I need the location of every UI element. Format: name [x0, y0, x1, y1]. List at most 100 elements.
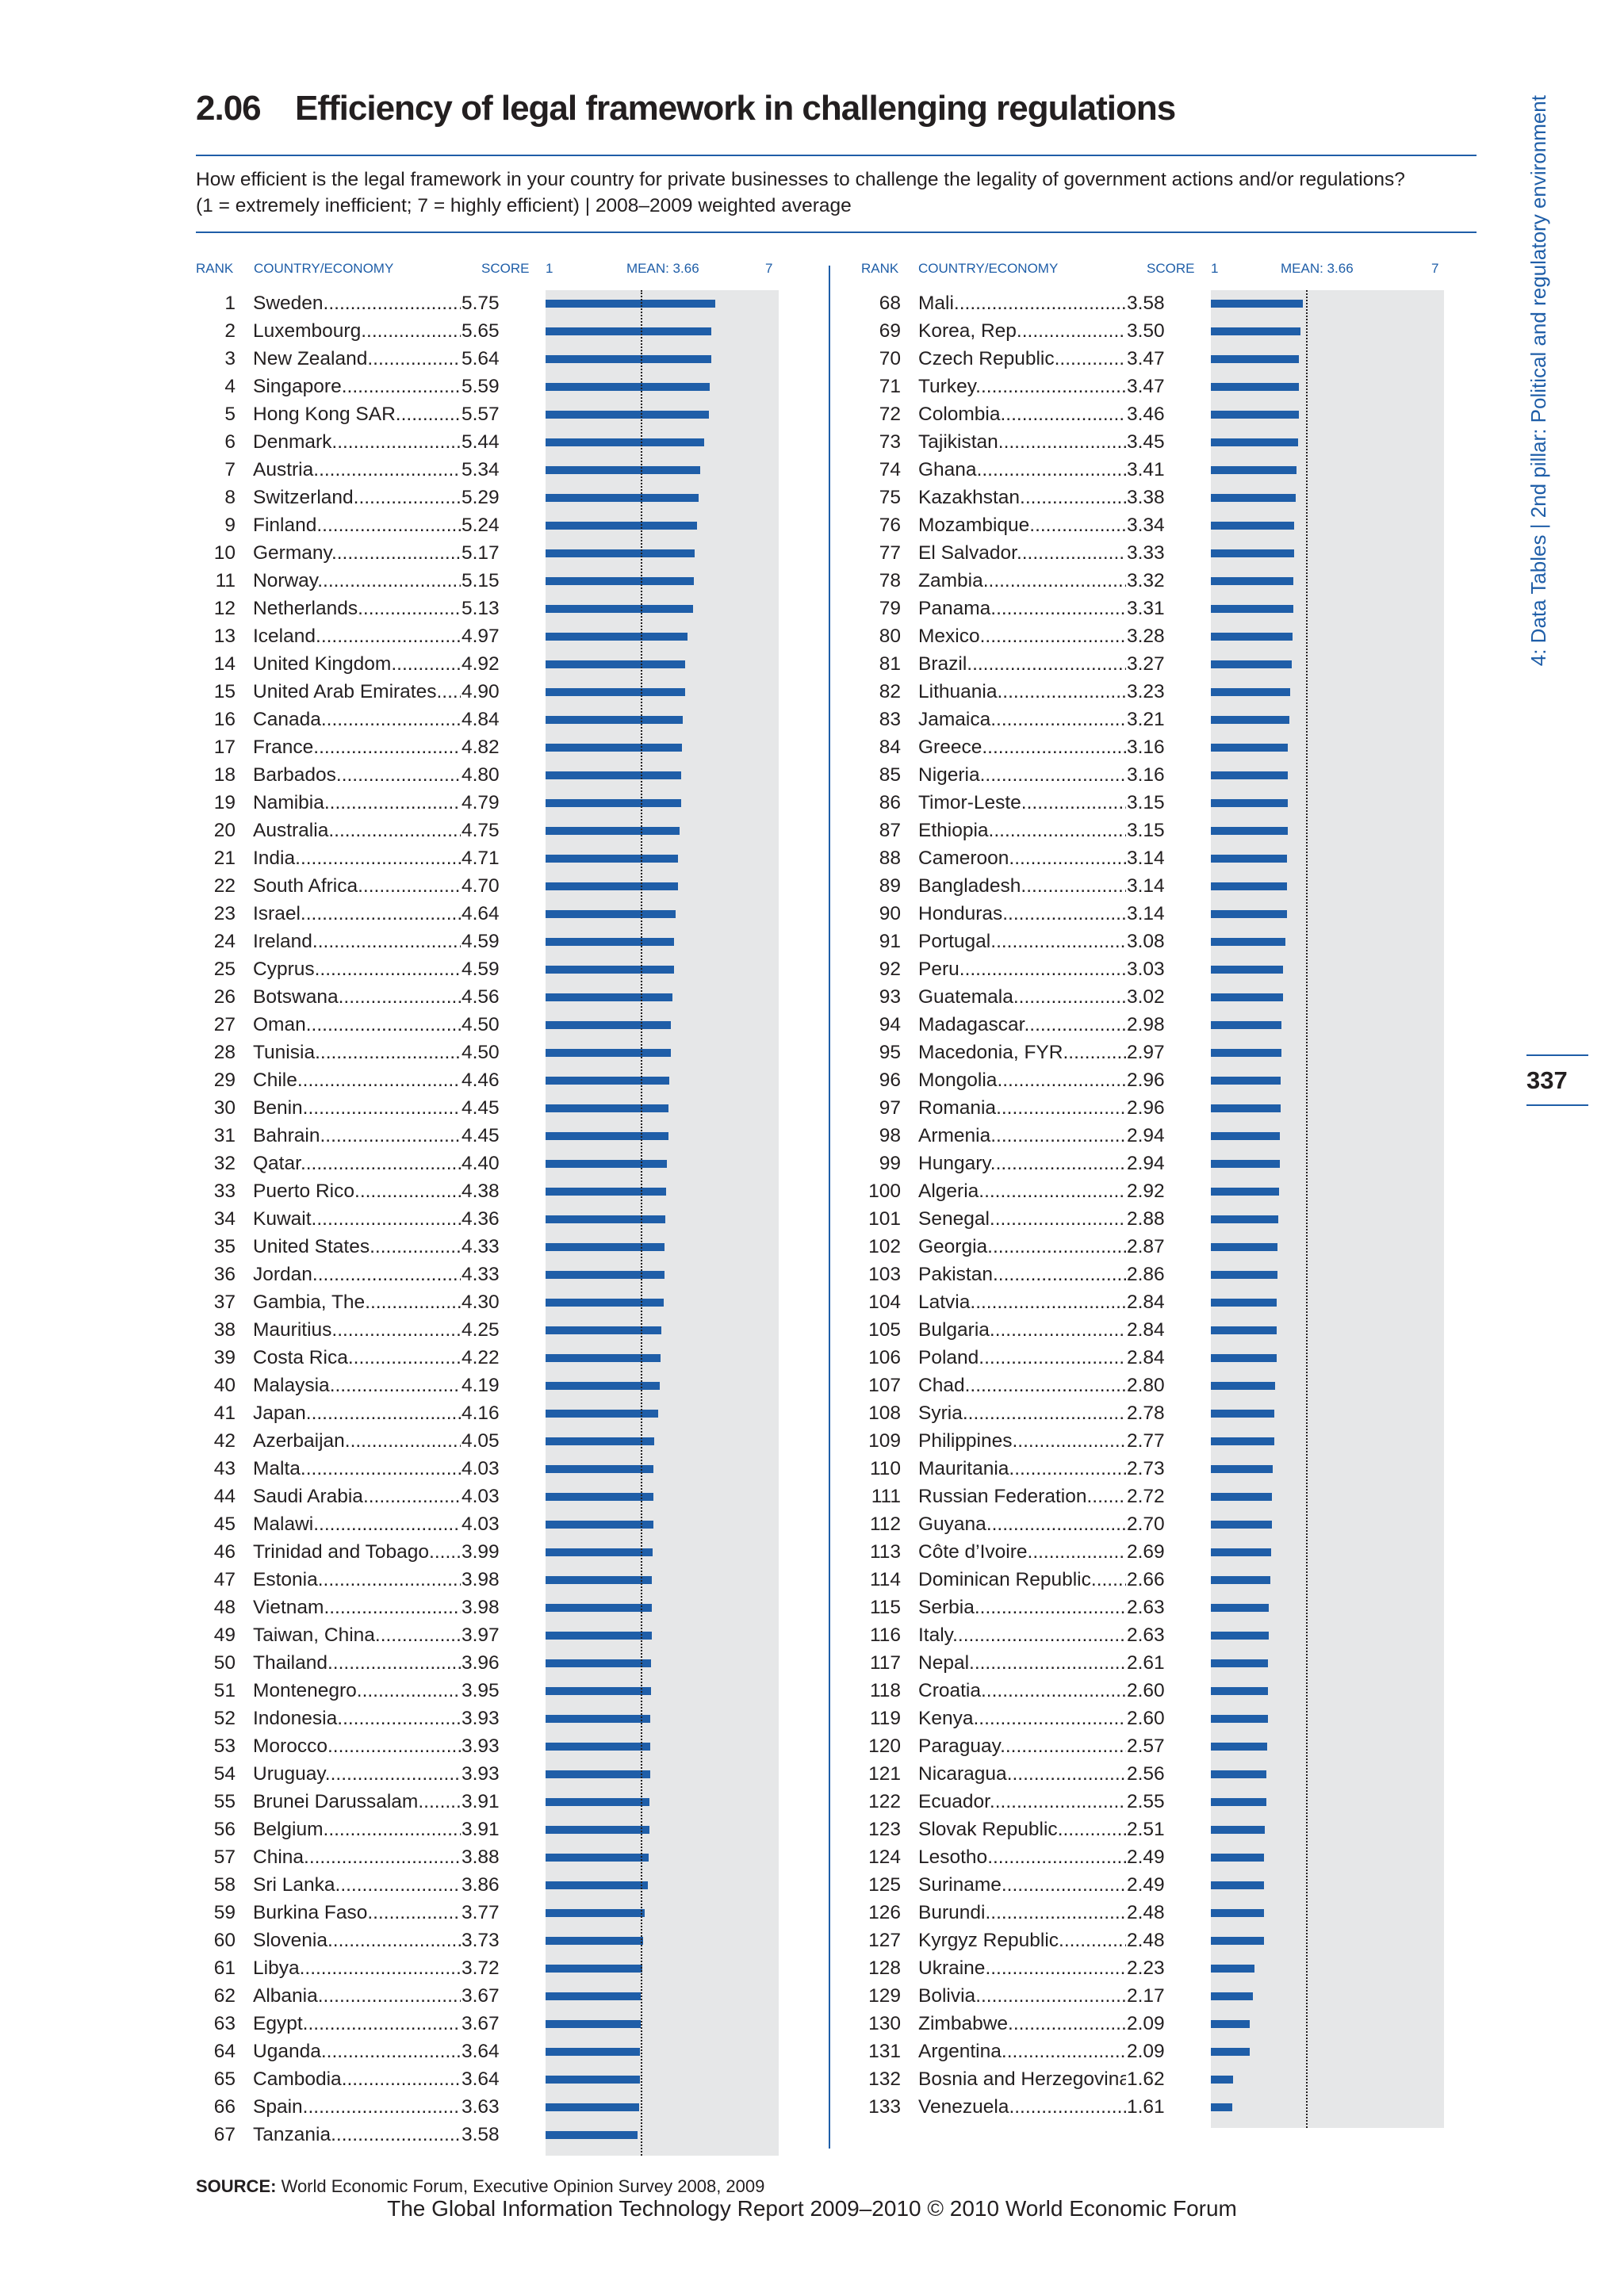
country-name: Kazakhstan [918, 487, 1021, 508]
score-label: 3.32 [1127, 570, 1165, 591]
table-row: 72 Colombia..............................… [861, 401, 1202, 428]
table-row: 28 Tunisia...............................… [196, 1039, 537, 1066]
table-row: 82 Lithuania.............................… [861, 679, 1202, 706]
score-bar [1211, 1215, 1278, 1223]
score-label: 3.34 [1127, 515, 1165, 536]
country-label: Bosnia and Herzegovina..................… [918, 2066, 1126, 2093]
score-bar [1211, 1881, 1265, 1889]
table-row: 122 Ecuador..............................… [861, 1789, 1202, 1816]
country-label: Croatia.................................… [918, 1678, 1126, 1705]
score-bar [546, 1521, 654, 1529]
country-name: Gambia, The [253, 1292, 366, 1313]
country-name: Peru [918, 959, 959, 980]
table-row: 52 Indonesia.............................… [196, 1705, 537, 1732]
country-name: Estonia [253, 1569, 318, 1590]
country-name: Zambia [918, 570, 983, 591]
score-bar [546, 1049, 671, 1057]
country-name: Austria [253, 459, 314, 480]
dot-leader: ........................................… [320, 2041, 461, 2062]
rank-label: 52 [213, 1708, 236, 1729]
score-label: 3.21 [1127, 709, 1165, 730]
rank-label: 105 [868, 1319, 901, 1341]
country-label: United States...........................… [253, 1234, 461, 1261]
score-label: 3.14 [1127, 875, 1165, 897]
scale-max-label: 7 [765, 261, 773, 276]
country-name: Philippines [918, 1430, 1013, 1452]
dot-leader: ........................................… [374, 1624, 461, 1646]
score-bar [546, 549, 695, 557]
rank-label: 33 [213, 1181, 236, 1202]
country-label: Taiwan, China...........................… [253, 1622, 461, 1649]
country-label: Tanzania................................… [253, 2122, 461, 2149]
rank-label: 86 [879, 792, 901, 813]
score-bar [1211, 1965, 1255, 1973]
dot-leader: ........................................… [1001, 2041, 1126, 2062]
score-bar [1211, 1493, 1273, 1501]
table-row: 31 Bahrain...............................… [196, 1123, 537, 1150]
score-bar [546, 1770, 650, 1778]
dot-leader: ........................................… [302, 1097, 461, 1119]
table-row: 78 Zambia................................… [861, 568, 1202, 595]
dot-leader: ........................................… [1016, 542, 1126, 564]
score-bar [1211, 1521, 1272, 1529]
dot-leader: ........................................… [973, 1708, 1126, 1729]
score-bar [1211, 633, 1293, 641]
country-name: China [253, 1846, 304, 1868]
table-row: 36 Jordan................................… [196, 1261, 537, 1288]
country-name: Armenia [918, 1125, 991, 1146]
country-name: Brunei Darussalam [253, 1791, 419, 1812]
score-label: 4.19 [462, 1375, 500, 1396]
rank-label: 71 [879, 376, 901, 397]
country-name: Indonesia [253, 1708, 338, 1729]
dot-leader: ........................................… [989, 1319, 1126, 1341]
score-label: 3.97 [462, 1624, 500, 1646]
dot-leader: ........................................… [367, 348, 461, 369]
country-name: Kyrgyz Republic [918, 1930, 1059, 1951]
country-label: Pakistan................................… [918, 1261, 1126, 1288]
score-label: 4.84 [462, 709, 500, 730]
score-label: 3.67 [462, 2013, 500, 2034]
score-bar [1211, 1271, 1277, 1279]
dot-leader: ........................................… [990, 709, 1126, 730]
dot-leader: ........................................… [959, 959, 1126, 980]
table-row: 46 Trinidad and Tobago...................… [196, 1539, 537, 1566]
score-label: 4.36 [462, 1208, 500, 1230]
score-label: 4.50 [462, 1014, 500, 1035]
country-name: Egypt [253, 2013, 303, 2034]
score-bar [1211, 1077, 1281, 1085]
dot-leader: ........................................… [331, 2124, 461, 2145]
dot-leader: ........................................… [979, 626, 1126, 647]
country-name: Iceland [253, 626, 316, 647]
country-name: Guyana [918, 1513, 986, 1535]
country-name: Barbados [253, 764, 336, 786]
rank-label: 10 [213, 542, 236, 564]
rank-label: 47 [213, 1569, 236, 1590]
table-row: 16 Canada................................… [196, 706, 537, 733]
score-label: 5.13 [462, 598, 500, 619]
country-name: Mozambique [918, 515, 1030, 536]
country-label: Nigeria.................................… [918, 762, 1126, 789]
country-label: Germany.................................… [253, 540, 461, 567]
mean-line [1305, 290, 1308, 2128]
country-label: Kyrgyz Republic.........................… [918, 1927, 1126, 1954]
country-label: Chile...................................… [253, 1067, 461, 1094]
rank-header: RANK [196, 261, 234, 276]
table-row: 34 Kuwait................................… [196, 1206, 537, 1233]
score-label: 2.84 [1127, 1292, 1165, 1313]
table-row: 133 Venezuela............................… [861, 2094, 1202, 2121]
table-row: 68 Mali..................................… [861, 290, 1202, 317]
score-label: 3.38 [1127, 487, 1165, 508]
country-name: Taiwan, China [253, 1624, 375, 1646]
score-bar [546, 1687, 651, 1695]
dot-leader: ........................................… [300, 1458, 461, 1479]
scale-max-label: 7 [1431, 261, 1439, 276]
rank-label: 50 [213, 1652, 236, 1674]
rank-label: 89 [879, 875, 901, 897]
rank-label: 42 [213, 1430, 236, 1452]
rank-label: 127 [868, 1930, 901, 1951]
country-header: COUNTRY/ECONOMY [918, 261, 1059, 276]
score-label: 3.15 [1127, 792, 1165, 813]
country-name: Georgia [918, 1236, 988, 1257]
table-row: 77 El Salvador...........................… [861, 540, 1202, 567]
score-bar [1211, 2020, 1251, 2028]
